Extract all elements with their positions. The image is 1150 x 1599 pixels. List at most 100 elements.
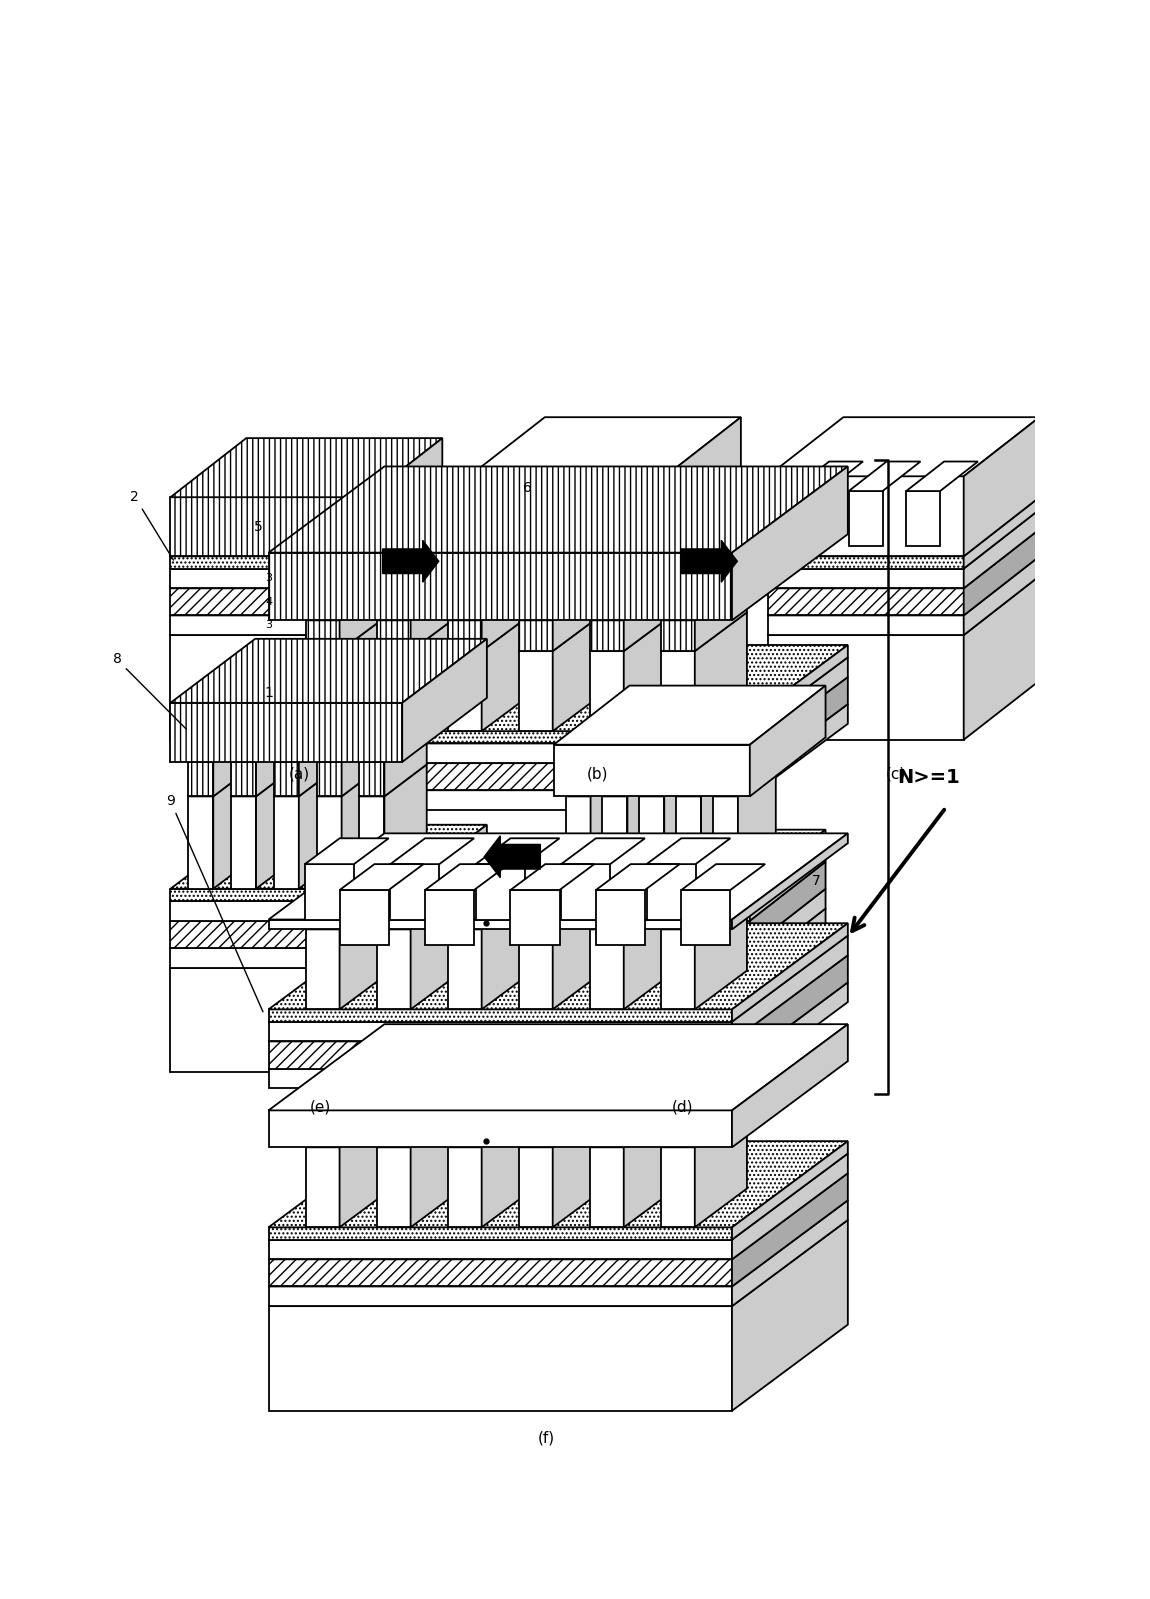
- Polygon shape: [189, 729, 255, 763]
- Text: N>=1: N>=1: [897, 768, 959, 787]
- Polygon shape: [268, 1174, 848, 1260]
- Polygon shape: [553, 582, 605, 651]
- Polygon shape: [268, 1201, 848, 1287]
- Polygon shape: [733, 676, 848, 790]
- Polygon shape: [170, 616, 367, 635]
- Polygon shape: [561, 838, 645, 863]
- Polygon shape: [170, 569, 367, 588]
- Polygon shape: [591, 768, 628, 889]
- Polygon shape: [702, 768, 739, 889]
- Polygon shape: [554, 889, 826, 948]
- Polygon shape: [390, 863, 439, 919]
- Polygon shape: [268, 553, 733, 620]
- Polygon shape: [768, 497, 1040, 556]
- Polygon shape: [590, 1148, 623, 1228]
- Polygon shape: [791, 462, 862, 491]
- Polygon shape: [849, 462, 920, 491]
- Polygon shape: [306, 651, 339, 731]
- Polygon shape: [274, 729, 342, 763]
- Polygon shape: [566, 768, 628, 796]
- Polygon shape: [733, 644, 848, 744]
- Polygon shape: [623, 612, 676, 731]
- Polygon shape: [268, 1260, 733, 1287]
- Polygon shape: [360, 729, 427, 763]
- Polygon shape: [964, 576, 1040, 740]
- Polygon shape: [750, 862, 826, 948]
- Polygon shape: [170, 497, 443, 556]
- Polygon shape: [519, 620, 553, 651]
- Polygon shape: [339, 863, 423, 891]
- Polygon shape: [268, 657, 848, 744]
- Polygon shape: [768, 569, 964, 588]
- Polygon shape: [553, 612, 605, 731]
- Polygon shape: [390, 838, 474, 863]
- Polygon shape: [733, 1201, 848, 1306]
- Polygon shape: [733, 955, 848, 1068]
- Polygon shape: [170, 556, 367, 569]
- Polygon shape: [482, 891, 534, 1009]
- Polygon shape: [339, 1108, 392, 1228]
- Polygon shape: [519, 1108, 605, 1148]
- Polygon shape: [733, 935, 848, 1041]
- Polygon shape: [469, 635, 665, 740]
- Polygon shape: [733, 833, 848, 929]
- Polygon shape: [603, 796, 628, 889]
- Polygon shape: [566, 796, 591, 889]
- Polygon shape: [170, 588, 367, 616]
- Polygon shape: [768, 556, 964, 569]
- Polygon shape: [268, 1306, 733, 1410]
- Polygon shape: [377, 1148, 411, 1228]
- Polygon shape: [316, 796, 342, 889]
- FancyArrow shape: [383, 540, 439, 582]
- Polygon shape: [646, 863, 696, 919]
- Polygon shape: [384, 729, 427, 796]
- Polygon shape: [695, 1108, 748, 1228]
- Polygon shape: [170, 635, 367, 740]
- Polygon shape: [305, 863, 354, 919]
- Polygon shape: [482, 582, 534, 651]
- Polygon shape: [661, 651, 695, 731]
- Polygon shape: [231, 796, 256, 889]
- Polygon shape: [402, 903, 486, 1073]
- Text: 9: 9: [166, 795, 263, 1012]
- Polygon shape: [170, 640, 486, 704]
- Polygon shape: [661, 929, 695, 1009]
- Polygon shape: [170, 948, 402, 967]
- Polygon shape: [964, 529, 1040, 616]
- Polygon shape: [268, 1220, 848, 1306]
- Polygon shape: [603, 768, 666, 796]
- Polygon shape: [695, 612, 748, 731]
- Polygon shape: [554, 967, 750, 1073]
- Polygon shape: [590, 612, 676, 651]
- Polygon shape: [964, 510, 1040, 588]
- Polygon shape: [170, 510, 443, 569]
- Polygon shape: [750, 686, 826, 796]
- Polygon shape: [274, 763, 299, 796]
- Polygon shape: [170, 884, 486, 948]
- Polygon shape: [554, 745, 750, 796]
- Polygon shape: [469, 576, 741, 635]
- Polygon shape: [299, 764, 342, 889]
- Polygon shape: [554, 686, 826, 745]
- Polygon shape: [511, 863, 595, 891]
- Polygon shape: [231, 729, 298, 763]
- Polygon shape: [268, 704, 848, 790]
- Polygon shape: [274, 764, 342, 796]
- Polygon shape: [316, 763, 342, 796]
- Polygon shape: [964, 497, 1040, 569]
- Polygon shape: [360, 763, 384, 796]
- Polygon shape: [360, 796, 384, 889]
- Polygon shape: [256, 729, 298, 796]
- Polygon shape: [554, 843, 826, 902]
- Polygon shape: [268, 467, 848, 553]
- Polygon shape: [469, 616, 665, 635]
- Polygon shape: [377, 620, 411, 651]
- Polygon shape: [469, 417, 741, 477]
- Polygon shape: [695, 891, 748, 1009]
- Polygon shape: [268, 1142, 848, 1228]
- Polygon shape: [768, 635, 964, 740]
- Polygon shape: [590, 651, 623, 731]
- Polygon shape: [377, 612, 462, 651]
- Polygon shape: [713, 768, 776, 796]
- Polygon shape: [170, 576, 443, 635]
